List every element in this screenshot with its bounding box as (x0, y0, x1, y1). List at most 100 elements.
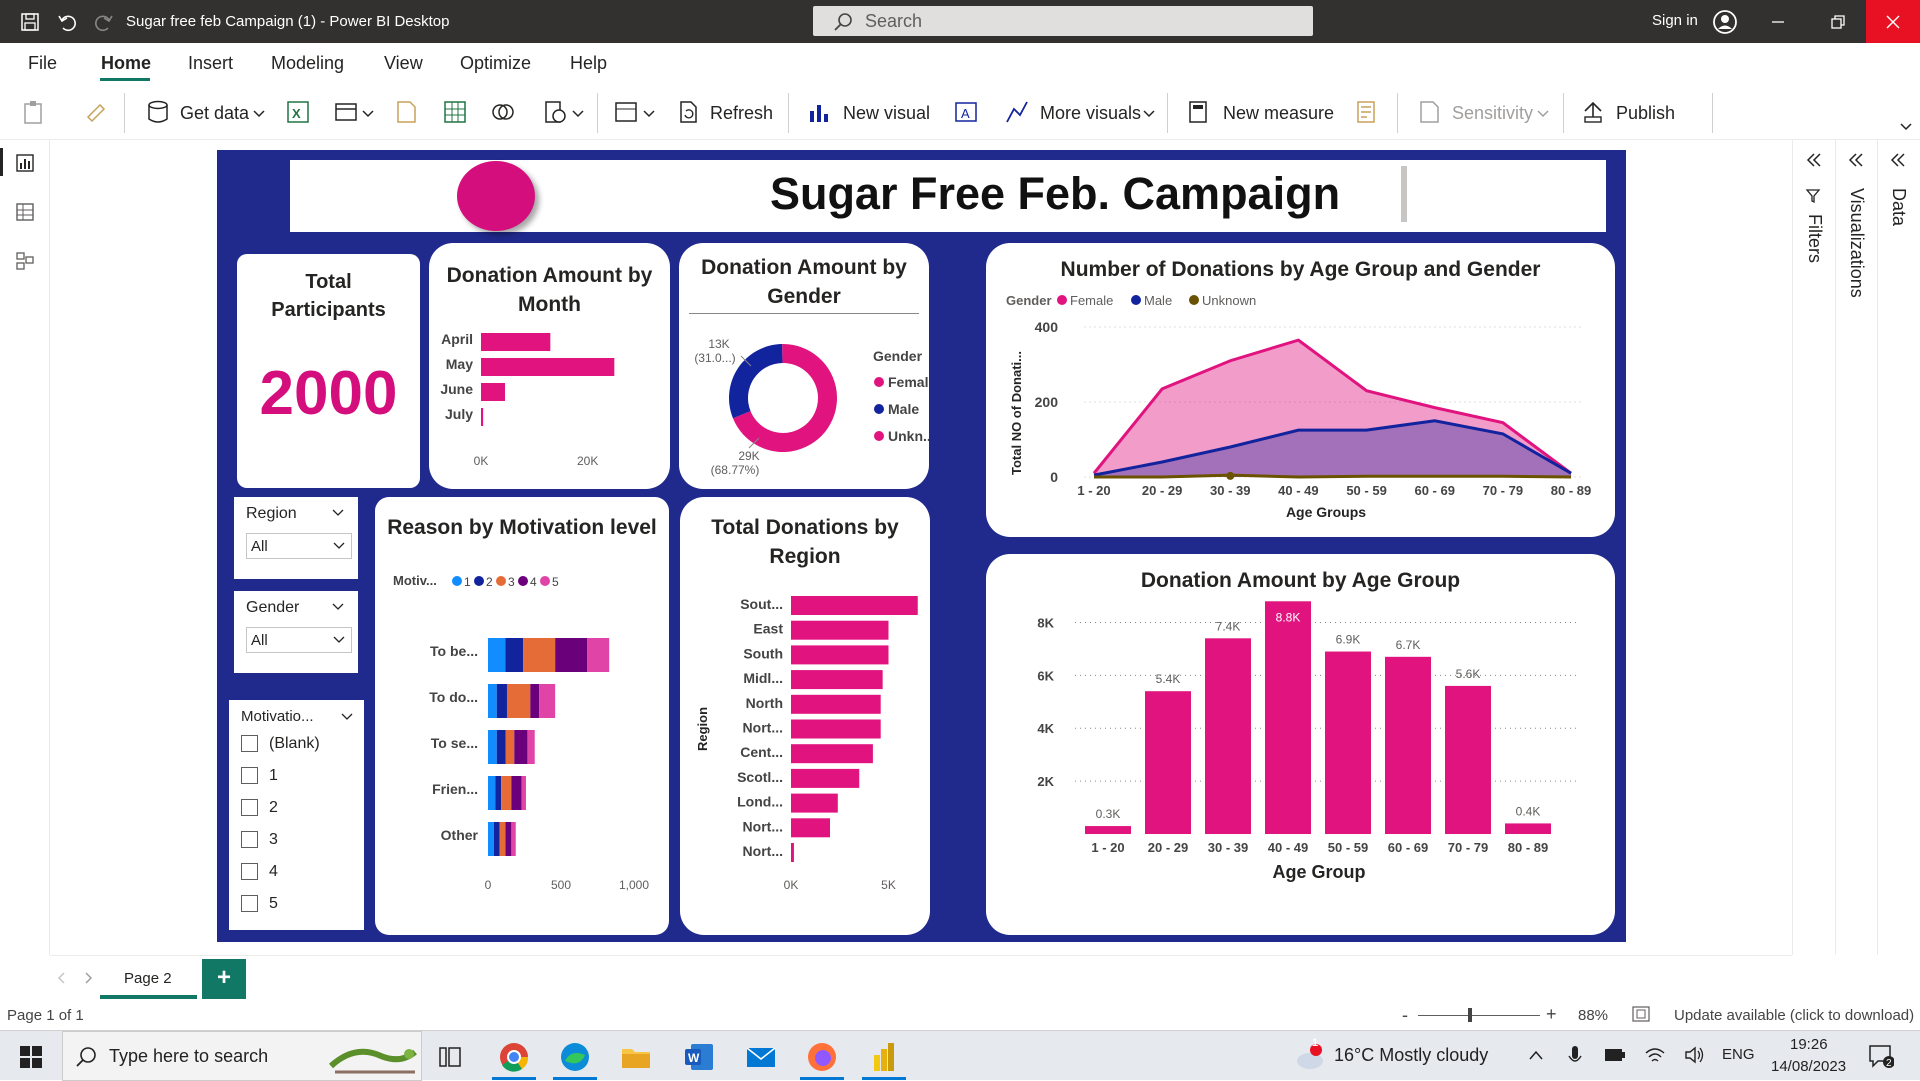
excel-icon[interactable]: X (285, 99, 311, 125)
area-chart-card[interactable]: Number of Donations by Age Group and Gen… (986, 243, 1615, 537)
chevron-down-icon[interactable] (572, 109, 584, 119)
account-icon[interactable] (1712, 9, 1738, 35)
firefox-icon[interactable] (806, 1041, 838, 1073)
edge-icon[interactable] (559, 1041, 591, 1073)
add-page-button[interactable]: + (202, 959, 246, 999)
wifi-icon[interactable] (1644, 1045, 1666, 1065)
search-box[interactable]: Search (813, 6, 1313, 36)
chevron-down-icon[interactable] (1143, 109, 1155, 119)
month-chart-card[interactable]: Donation Amount by Month April May June Jul… (429, 243, 670, 489)
sql-icon[interactable] (393, 99, 419, 125)
taskbar-search[interactable]: Type here to search (62, 1031, 422, 1081)
new-visual-button[interactable]: New visual (843, 103, 931, 123)
format-painter-icon[interactable] (84, 99, 110, 125)
undo-icon[interactable] (57, 12, 77, 32)
data-pane-label[interactable]: Data (1889, 188, 1909, 227)
motivation-checkbox-4[interactable] (241, 863, 258, 880)
notification-center-icon[interactable]: 2 (1868, 1043, 1894, 1069)
language-indicator[interactable]: ENG (1722, 1046, 1755, 1063)
mail-icon[interactable] (745, 1041, 777, 1073)
motivation-checkbox-5[interactable] (241, 895, 258, 912)
clock-time[interactable]: 19:26 (1790, 1036, 1828, 1053)
tab-scroll-left-icon[interactable] (56, 971, 66, 985)
region-slicer[interactable]: Region All (234, 497, 358, 579)
motivation-chart-card[interactable]: Reason by Motivation level Motiv... 1 2 3 4 5… (375, 497, 669, 935)
sign-in-link[interactable]: Sign in (1652, 12, 1698, 29)
update-notice[interactable]: Update available (click to download) (1674, 1007, 1915, 1024)
close-button[interactable] (1866, 0, 1920, 43)
gender-slicer[interactable]: Gender All (234, 591, 358, 673)
refresh-button[interactable]: Refresh (710, 103, 774, 123)
zoom-slider-thumb[interactable] (1468, 1008, 1472, 1022)
weather-text[interactable]: 16°C Mostly cloudy (1334, 1045, 1489, 1065)
weather-cloud-icon[interactable] (1292, 1043, 1326, 1071)
transform-data-icon[interactable] (613, 99, 639, 125)
power-bi-icon[interactable] (868, 1041, 900, 1073)
chevron-down-icon[interactable] (643, 109, 655, 119)
motivation-checkbox-3[interactable] (241, 831, 258, 848)
quick-measure-icon[interactable] (1353, 99, 1379, 125)
report-view-icon[interactable] (15, 153, 35, 173)
paste-icon[interactable] (22, 99, 48, 125)
minimize-icon[interactable] (1770, 14, 1786, 30)
battery-icon[interactable] (1604, 1047, 1626, 1063)
chevron-down-icon[interactable] (332, 603, 344, 612)
region-dropdown[interactable]: All (246, 533, 352, 559)
motivation-checkbox-1[interactable] (241, 767, 258, 784)
motivation-checkbox-blank[interactable] (241, 735, 258, 752)
expand-filters-icon[interactable] (1805, 152, 1823, 168)
gender-dropdown[interactable]: All (246, 627, 352, 653)
clock-date[interactable]: 14/08/2023 (1771, 1058, 1847, 1075)
motivation-slicer[interactable]: Motivatio... (Blank) 1 2 3 4 5 (229, 700, 364, 930)
motivation-checkbox-2[interactable] (241, 799, 258, 816)
task-view-icon[interactable] (438, 1045, 462, 1069)
table-view-icon[interactable] (15, 202, 35, 222)
recent-sources-icon[interactable] (542, 99, 568, 125)
expand-data-icon[interactable] (1889, 152, 1907, 168)
zoom-slider-track[interactable] (1418, 1015, 1540, 1016)
get-data-button[interactable]: Get data (180, 103, 250, 123)
menu-view[interactable]: View (384, 53, 423, 73)
text-box-icon[interactable]: A (953, 99, 979, 125)
zoom-in-button[interactable]: + (1546, 1004, 1557, 1024)
filters-pane-label[interactable]: Filters (1805, 214, 1825, 263)
visualizations-pane-label[interactable]: Visualizations (1847, 188, 1867, 298)
fit-to-page-icon[interactable] (1632, 1006, 1650, 1022)
menu-file[interactable]: File (28, 53, 58, 73)
dataverse-icon[interactable] (490, 99, 516, 125)
zoom-out-button[interactable]: - (1402, 1005, 1408, 1025)
redo-icon[interactable] (94, 12, 114, 32)
expand-visualizations-icon[interactable] (1847, 152, 1865, 168)
new-visual-icon[interactable] (806, 99, 832, 125)
menu-modeling[interactable]: Modeling (271, 53, 345, 73)
publish-button[interactable]: Publish (1616, 103, 1676, 123)
model-view-icon[interactable] (15, 251, 35, 271)
tab-scroll-right-icon[interactable] (84, 971, 94, 985)
get-data-icon[interactable] (145, 99, 171, 125)
age-chart-card[interactable]: Donation Amount by Age Group 2K 4K 6K 8K 0.3… (986, 554, 1615, 935)
chevron-down-icon[interactable] (332, 509, 344, 518)
windows-start-icon[interactable] (20, 1046, 42, 1068)
restore-icon[interactable] (1830, 14, 1846, 30)
datahub-icon[interactable] (333, 99, 359, 125)
save-icon[interactable] (20, 12, 40, 32)
region-chart-card[interactable]: Total Donations by Region Sout... East Sou… (680, 497, 930, 935)
gender-chart-card[interactable]: Donation Amount by Gender 13K (31.0...) 29… (679, 243, 929, 489)
menu-help[interactable]: Help (570, 53, 608, 73)
chevron-down-icon[interactable] (362, 109, 374, 119)
more-visuals-icon[interactable] (1004, 99, 1030, 125)
more-visuals-button[interactable]: More visuals (1040, 103, 1142, 123)
tab-page-2[interactable]: Page 2 (100, 959, 197, 999)
chrome-icon[interactable] (498, 1041, 530, 1073)
microphone-icon[interactable] (1568, 1044, 1582, 1068)
chevron-down-icon[interactable] (341, 713, 353, 722)
file-explorer-icon[interactable] (620, 1041, 652, 1073)
menu-insert[interactable]: Insert (188, 53, 234, 73)
show-hidden-icons-icon[interactable] (1528, 1049, 1544, 1061)
refresh-icon[interactable] (675, 99, 701, 125)
menu-home[interactable]: Home (101, 53, 152, 73)
chevron-down-icon[interactable] (253, 109, 265, 119)
publish-icon[interactable] (1581, 99, 1607, 125)
volume-icon[interactable] (1684, 1045, 1706, 1065)
zoom-level[interactable]: 88% (1578, 1007, 1609, 1024)
